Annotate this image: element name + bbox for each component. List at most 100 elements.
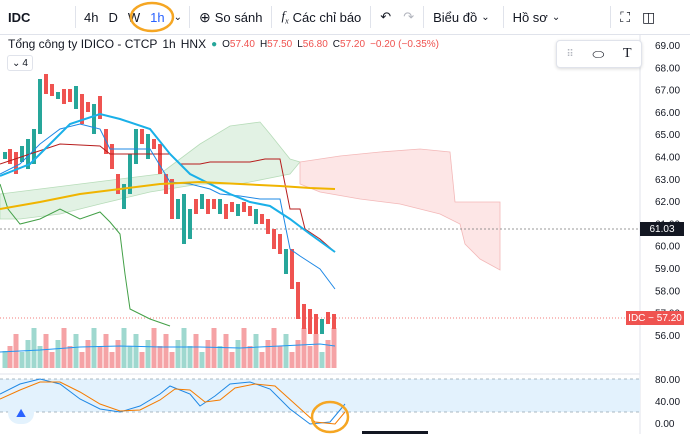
volume-bar	[31, 328, 37, 368]
volume-bar	[151, 328, 157, 368]
price-tick-label: 69.00	[655, 41, 680, 52]
volume-bar	[277, 346, 283, 368]
lagging-span-line	[0, 183, 171, 327]
fullscreen-button[interactable]: ⛶	[614, 0, 636, 34]
volume-bar	[127, 346, 133, 368]
candle	[278, 234, 282, 254]
candle	[128, 154, 132, 194]
ellipse-tool-icon[interactable]: ⬭	[592, 45, 605, 62]
volume-bar	[169, 352, 175, 368]
candle	[158, 144, 162, 174]
indicators-button[interactable]: fx Các chỉ báo	[275, 0, 367, 34]
volume-bar	[265, 340, 271, 368]
tradingview-logo-icon[interactable]: ⛰	[8, 402, 34, 424]
volume-bar	[2, 351, 8, 368]
price-tick-label: 64.00	[655, 153, 680, 164]
chevron-down-icon: ⌄	[551, 11, 561, 23]
divider	[189, 6, 190, 28]
symbol-search[interactable]: IDC	[8, 9, 31, 25]
drag-handle-icon[interactable]: ⠿	[566, 48, 574, 60]
chart-type-button[interactable]: Biểu đồ ⌄	[427, 0, 499, 34]
divider	[75, 6, 76, 28]
volume-bar	[97, 346, 103, 368]
candle	[212, 199, 216, 209]
floating-drawing-toolbar: ⠿ ⬭ T	[556, 40, 642, 68]
redo-button[interactable]: ↷	[397, 0, 420, 34]
volume-bar	[283, 334, 289, 368]
volume-bar	[25, 340, 31, 368]
undo-button[interactable]: ↶	[374, 0, 397, 34]
volume-bar	[157, 346, 163, 368]
interval-d[interactable]: D	[108, 9, 118, 25]
candle	[3, 152, 7, 159]
candle	[272, 229, 276, 249]
volume-bar	[7, 346, 13, 368]
candle	[206, 199, 210, 214]
interval-4h[interactable]: 4h	[84, 9, 99, 25]
price-tick-label: 65.00	[655, 130, 680, 141]
volume-bar	[193, 334, 199, 368]
volume-ma-line	[0, 343, 336, 353]
price-tick-label: 58.00	[655, 286, 680, 297]
volume-bar	[301, 328, 307, 368]
volume-bar	[43, 334, 49, 368]
indicator-toggle-button[interactable]: ⌄ 4	[7, 55, 33, 71]
price-tick-label: 62.00	[655, 197, 680, 208]
chevron-down-icon: ⌄	[481, 11, 490, 23]
price-axis: 69.00 68.00 67.00 66.00 65.00 64.00 63.00 62.00…	[655, 41, 680, 342]
price-tag-last: IDC − 57.20	[626, 311, 684, 325]
divider	[271, 6, 273, 28]
volume-bar	[253, 334, 259, 368]
candle	[302, 304, 306, 329]
candles	[3, 74, 336, 334]
interval-chevron-down-icon[interactable]: ⌄	[173, 11, 182, 23]
candle	[320, 319, 324, 334]
legend-high: 57.50	[267, 38, 293, 50]
chart-canvas[interactable]: 69.00 68.00 67.00 66.00 65.00 64.00 63.00 62.00…	[0, 34, 690, 434]
indicators-label: Các chỉ báo	[292, 9, 362, 25]
text-tool-icon[interactable]: T	[623, 46, 632, 61]
candle	[86, 102, 90, 112]
screenshot-button[interactable]: ◫	[636, 0, 661, 34]
candle	[44, 74, 48, 94]
oscillator-tick-label: 80.00	[655, 375, 680, 386]
price-tick-label: 63.00	[655, 175, 680, 186]
candle	[284, 249, 288, 274]
price-tick-label: 66.00	[655, 108, 680, 119]
interval-1h[interactable]: 1h	[150, 9, 165, 25]
candle	[254, 209, 258, 224]
volume-bar	[295, 340, 301, 368]
volume-bar	[319, 352, 325, 368]
volume-bar	[211, 328, 217, 368]
candle	[8, 149, 12, 164]
volume-bar	[289, 352, 295, 368]
volume-bar	[133, 334, 139, 368]
candle	[266, 219, 270, 234]
kijun-line	[0, 143, 336, 253]
candle	[38, 79, 42, 134]
volume-bar	[229, 352, 235, 368]
candle	[140, 129, 144, 144]
tenkan-line	[0, 123, 336, 290]
candle	[242, 202, 246, 212]
volume-bar	[205, 340, 211, 368]
slow-ma-line	[0, 180, 336, 210]
volume-bar	[187, 346, 193, 368]
legend-title[interactable]: Tổng công ty IDICO - CTCP	[8, 37, 158, 51]
volume-bar	[175, 340, 181, 368]
candle	[56, 92, 60, 99]
interval-w[interactable]: W	[127, 9, 141, 25]
candle	[218, 199, 222, 214]
time-scrollbar[interactable]	[362, 431, 428, 434]
divider	[610, 6, 612, 28]
volume-bar	[79, 352, 85, 368]
profile-button[interactable]: Hồ sơ ⌄	[507, 0, 571, 34]
volume-bar	[223, 334, 229, 368]
legend-c-label: C	[332, 38, 341, 50]
candle	[194, 199, 198, 214]
compare-button[interactable]: ⊕ So sánh	[193, 0, 268, 34]
divider	[370, 6, 372, 28]
volume-bar	[247, 346, 253, 368]
legend-low: 56.80	[302, 38, 328, 50]
legend-o-label: O	[222, 38, 230, 50]
